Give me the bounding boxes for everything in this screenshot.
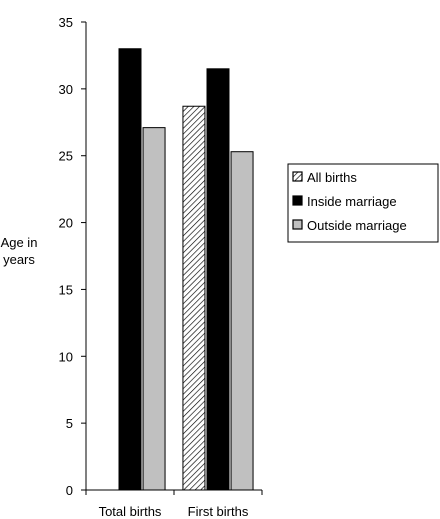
x-tick-label: Total births bbox=[99, 504, 162, 519]
bar-inside-marriage bbox=[118, 48, 142, 491]
y-tick-label: 15 bbox=[59, 282, 73, 297]
bar-outside-marriage bbox=[142, 127, 166, 491]
legend-swatch bbox=[292, 195, 303, 206]
y-axis-label-line: Age in bbox=[1, 235, 38, 250]
bar-all-births bbox=[182, 105, 206, 491]
x-axis: Total births First births bbox=[85, 489, 263, 519]
y-tick-label: 30 bbox=[59, 82, 73, 97]
legend-label: Outside marriage bbox=[307, 218, 407, 233]
y-axis: 0 5 10 15 20 25 30 35 bbox=[59, 15, 87, 498]
y-tick-label: 35 bbox=[59, 15, 73, 30]
y-axis-label: Age in years bbox=[1, 235, 38, 267]
legend: All births Inside marriage Outside marriag… bbox=[287, 163, 439, 243]
y-tick-label: 0 bbox=[66, 483, 73, 498]
y-tick-label: 20 bbox=[59, 216, 73, 231]
y-tick-label: 10 bbox=[59, 349, 73, 364]
bars bbox=[118, 48, 254, 491]
y-tick-label: 25 bbox=[59, 149, 73, 164]
legend-label: All births bbox=[307, 170, 357, 185]
y-axis-label-line: years bbox=[3, 252, 35, 267]
bar-outside-marriage bbox=[230, 151, 254, 491]
legend-swatch bbox=[292, 219, 303, 230]
legend-label: Inside marriage bbox=[307, 194, 397, 209]
y-tick-label: 5 bbox=[66, 416, 73, 431]
bar-inside-marriage bbox=[206, 68, 230, 491]
x-tick-label: First births bbox=[188, 504, 249, 519]
legend-swatch bbox=[292, 171, 303, 182]
legend-box bbox=[287, 163, 439, 243]
